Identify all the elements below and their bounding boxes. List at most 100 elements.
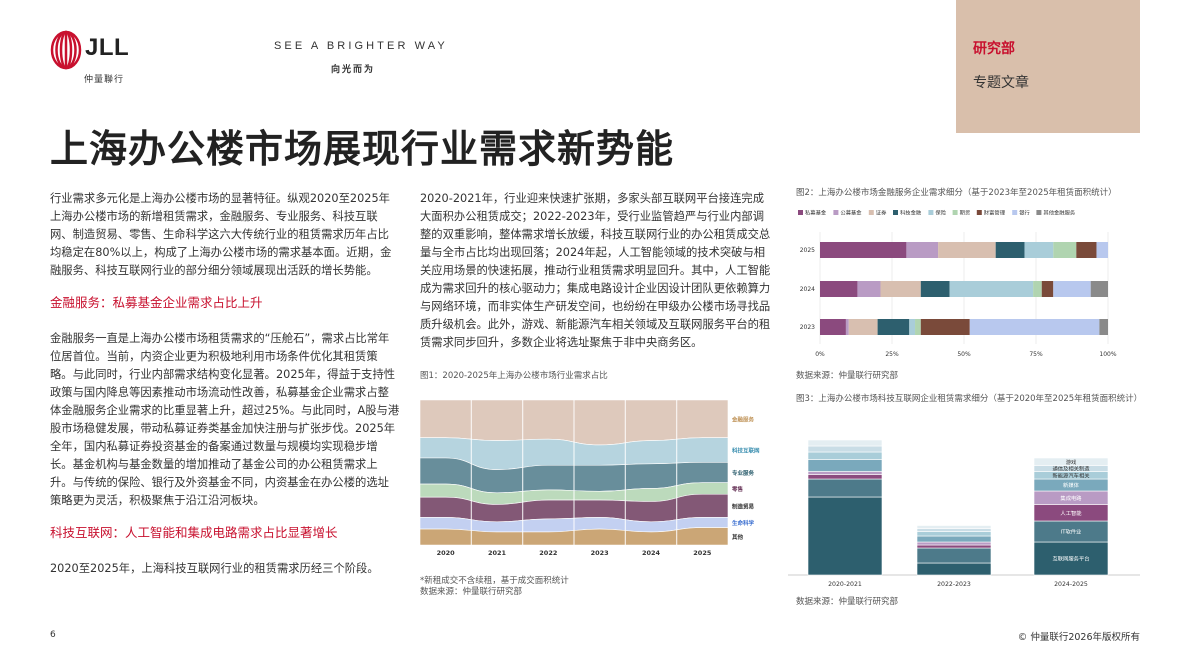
tagline: SEE A BRIGHTER WAY xyxy=(274,40,448,52)
fig3-x-tick-2024-2025: 2024-2025 xyxy=(1054,581,1088,588)
fig1-x-tick-2022: 2022 xyxy=(539,549,557,557)
fig3-bar-label-s6: 通信及相关制造 xyxy=(1052,465,1090,473)
tech-intro-paragraph: 2020至2025年，上海科技互联网行业的租赁需求历经三个阶段。 xyxy=(50,562,379,575)
fig3-bar-2020-2021-s3 xyxy=(807,471,883,475)
fig3-bar-2022-2023-s2 xyxy=(916,544,992,549)
fig3-bar-2020-2021-s0 xyxy=(807,496,883,576)
fig3-bar-2024-2025-s0 xyxy=(1033,541,1109,576)
fig2-legend-label-0: 私募基金 xyxy=(805,209,827,217)
fig3-bar-label-s5: 新能源汽车相关 xyxy=(1052,471,1090,479)
fig2-bar-2025-s5 xyxy=(1053,242,1077,258)
fig3-bar-label-s1: IT软件业 xyxy=(1061,528,1082,536)
figure2-chart: 私募基金 公募基金 证券 科技金融 保险 期货 财富管理 银行 其他金融服务 0% 25% 50% 75… xyxy=(798,209,1117,358)
fig2-bar-2024-s4 xyxy=(949,281,1034,297)
fig2-legend-swatch-6 xyxy=(976,210,982,215)
fig2-legend-swatch-5 xyxy=(952,210,958,215)
fig2-legend-swatch-0 xyxy=(798,210,803,215)
copyright: © 仲量联行2026年版权所有 xyxy=(1017,632,1140,643)
fig3-bar-2020-2021-s6 xyxy=(807,445,883,453)
intro-paragraph: 行业需求多元化是上海办公楼市场的显著特征。纵观2020至2025年上海办公楼市场… xyxy=(50,192,392,277)
fig1-legend-label-0: 金融服务 xyxy=(731,415,755,423)
fig1-x-tick-2025: 2025 xyxy=(693,549,712,557)
fig1-legend-label-6: 其他 xyxy=(732,533,744,541)
figure1-footnote: *新租成交不含续租，基于成交面积统计 xyxy=(420,576,569,586)
finance-paragraph: 金融服务一直是上海办公楼市场租赁需求的“压舱石”，需求占比常年位居首位。当前，内… xyxy=(50,332,400,507)
fig2-bar-2025-s6 xyxy=(1076,242,1097,258)
fig3-bar-2020-2021-s5 xyxy=(807,451,883,460)
fig2-legend-swatch-7 xyxy=(1012,210,1018,215)
fig2-legend-swatch-8 xyxy=(1036,210,1042,215)
fig2-bar-2025-s2 xyxy=(938,242,996,258)
fig2-legend-swatch-3 xyxy=(893,210,898,215)
fig1-legend-label-2: 专业服务 xyxy=(732,469,755,477)
fig2-bar-2025-s4 xyxy=(1024,242,1054,258)
tech-subheading: 科技互联网：人工智能和集成电路需求占比显著增长 xyxy=(50,525,338,540)
fig1-legend-label-3: 零售 xyxy=(731,485,744,493)
fig2-bar-2023-s0 xyxy=(820,319,846,335)
fig2-bar-2024-s1 xyxy=(857,281,881,297)
fig2-bar-2025-s3 xyxy=(995,242,1025,258)
fig2-legend-label-1: 公募基金 xyxy=(840,209,862,217)
fig1-x-tick-2021: 2021 xyxy=(488,549,507,557)
fig3-bar-2024-2025-s7 xyxy=(1033,457,1109,466)
fig3-x-tick-2020-2021: 2020-2021 xyxy=(828,581,862,588)
fig1-x-tick-2020: 2020 xyxy=(437,549,456,557)
fig3-bar-2020-2021-s1 xyxy=(807,478,883,498)
jll-logo-icon xyxy=(50,30,82,70)
figure2-title: 图2：上海办公楼市场金融服务企业需求细分（基于2023年至2025年租赁面积统计… xyxy=(796,188,1117,198)
fig2-x-tick-4: 100% xyxy=(1099,351,1116,358)
fig2-y-tick-2025: 2025 xyxy=(800,247,815,254)
text-column-left: 行业需求多元化是上海办公楼市场的显著特征。纵观2020至2025年上海办公楼市场… xyxy=(50,190,400,592)
figure3-source: 数据来源：仲量联行研究部 xyxy=(796,597,899,607)
fig2-bar-2024-s8 xyxy=(1090,281,1108,297)
fig3-bar-label-s0: 互联网服务平台 xyxy=(1052,555,1089,563)
fig3-bar-2022-2023-s1 xyxy=(916,547,992,564)
fig3-bar-2020-2021-s7 xyxy=(807,439,883,447)
text-column-middle: 2020-2021年，行业迎来快速扩张期，多家头部互联网平台接连完成大面积办公租… xyxy=(420,190,772,352)
fig2-bar-2023-s8 xyxy=(1099,319,1108,335)
fig2-legend-swatch-1 xyxy=(833,210,839,215)
tech-phases-paragraph: 2020-2021年，行业迎来快速扩张期，多家头部互联网平台接连完成大面积办公租… xyxy=(420,192,771,349)
fig3-bar-label-s3: 集成电路 xyxy=(1060,494,1082,502)
logo-text: JLL xyxy=(85,34,130,61)
fig3-bar-2022-2023-s4 xyxy=(916,535,992,543)
fig3-bar-2022-2023-s7 xyxy=(916,525,992,529)
fig2-bar-2025-s0 xyxy=(820,242,907,258)
page-number: 6 xyxy=(50,630,56,640)
fig2-legend-label-4: 保险 xyxy=(935,209,946,217)
fig3-x-tick-2022-2023: 2022-2023 xyxy=(937,581,971,588)
fig3-bar-label-s2: 人工智能 xyxy=(1060,509,1082,517)
fig2-bar-2024-s5 xyxy=(1033,281,1042,297)
figure1-note: *新租成交不含续租，基于成交面积统计 数据来源：仲量联行研究部 xyxy=(420,576,569,598)
fig2-x-tick-0: 0% xyxy=(815,351,825,358)
figure1-source: 数据来源：仲量联行研究部 xyxy=(420,587,523,597)
fig3-bar-label-s4: 新媒体 xyxy=(1063,481,1080,489)
article-type-label: 专题文章 xyxy=(973,75,1029,91)
department-label: 研究部 xyxy=(973,41,1015,57)
fig2-bar-2023-s4 xyxy=(909,319,916,335)
figure3-chart: 2020-2021 2022-2023 互联网服务平台 IT软件业 人工智能 集成电路 新媒… xyxy=(788,439,1140,588)
fig2-bar-2024-s7 xyxy=(1053,281,1091,297)
fig1-x-tick-2024: 2024 xyxy=(642,549,661,557)
fig2-bar-2023-s3 xyxy=(877,319,910,335)
fig3-bar-2022-2023-s0 xyxy=(916,562,992,576)
figure3-title: 图3：上海办公楼市场科技互联网企业租赁需求细分（基于2020年至2025年租赁面… xyxy=(796,394,1143,404)
fig3-bar-2020-2021-s4 xyxy=(807,459,883,472)
figure1-title: 图1：2020-2025年上海办公楼市场行业需求占比 xyxy=(420,371,608,381)
fig2-bar-2023-s6 xyxy=(920,319,970,335)
fig2-bar-2024-s6 xyxy=(1041,281,1054,297)
fig3-bar-2022-2023-s5 xyxy=(916,531,992,537)
fig2-legend-label-2: 证券 xyxy=(876,209,887,217)
finance-subheading: 金融服务：私募基金企业需求占比上升 xyxy=(50,295,263,310)
fig2-bar-2023-s2 xyxy=(848,319,878,335)
fig1-legend-label-5: 生命科学 xyxy=(732,519,755,527)
fig2-y-tick-2023: 2023 xyxy=(800,324,815,331)
fig2-bar-2023-s5 xyxy=(915,319,921,335)
tagline-cn: 向光而为 xyxy=(331,65,376,75)
fig2-legend-label-8: 其他金融服务 xyxy=(1043,209,1075,217)
fig1-x-tick-2023: 2023 xyxy=(591,549,609,557)
fig2-legend-swatch-2 xyxy=(868,210,874,215)
fig2-legend-label-5: 期货 xyxy=(960,209,971,217)
fig2-bar-2025-s7 xyxy=(1096,242,1108,258)
